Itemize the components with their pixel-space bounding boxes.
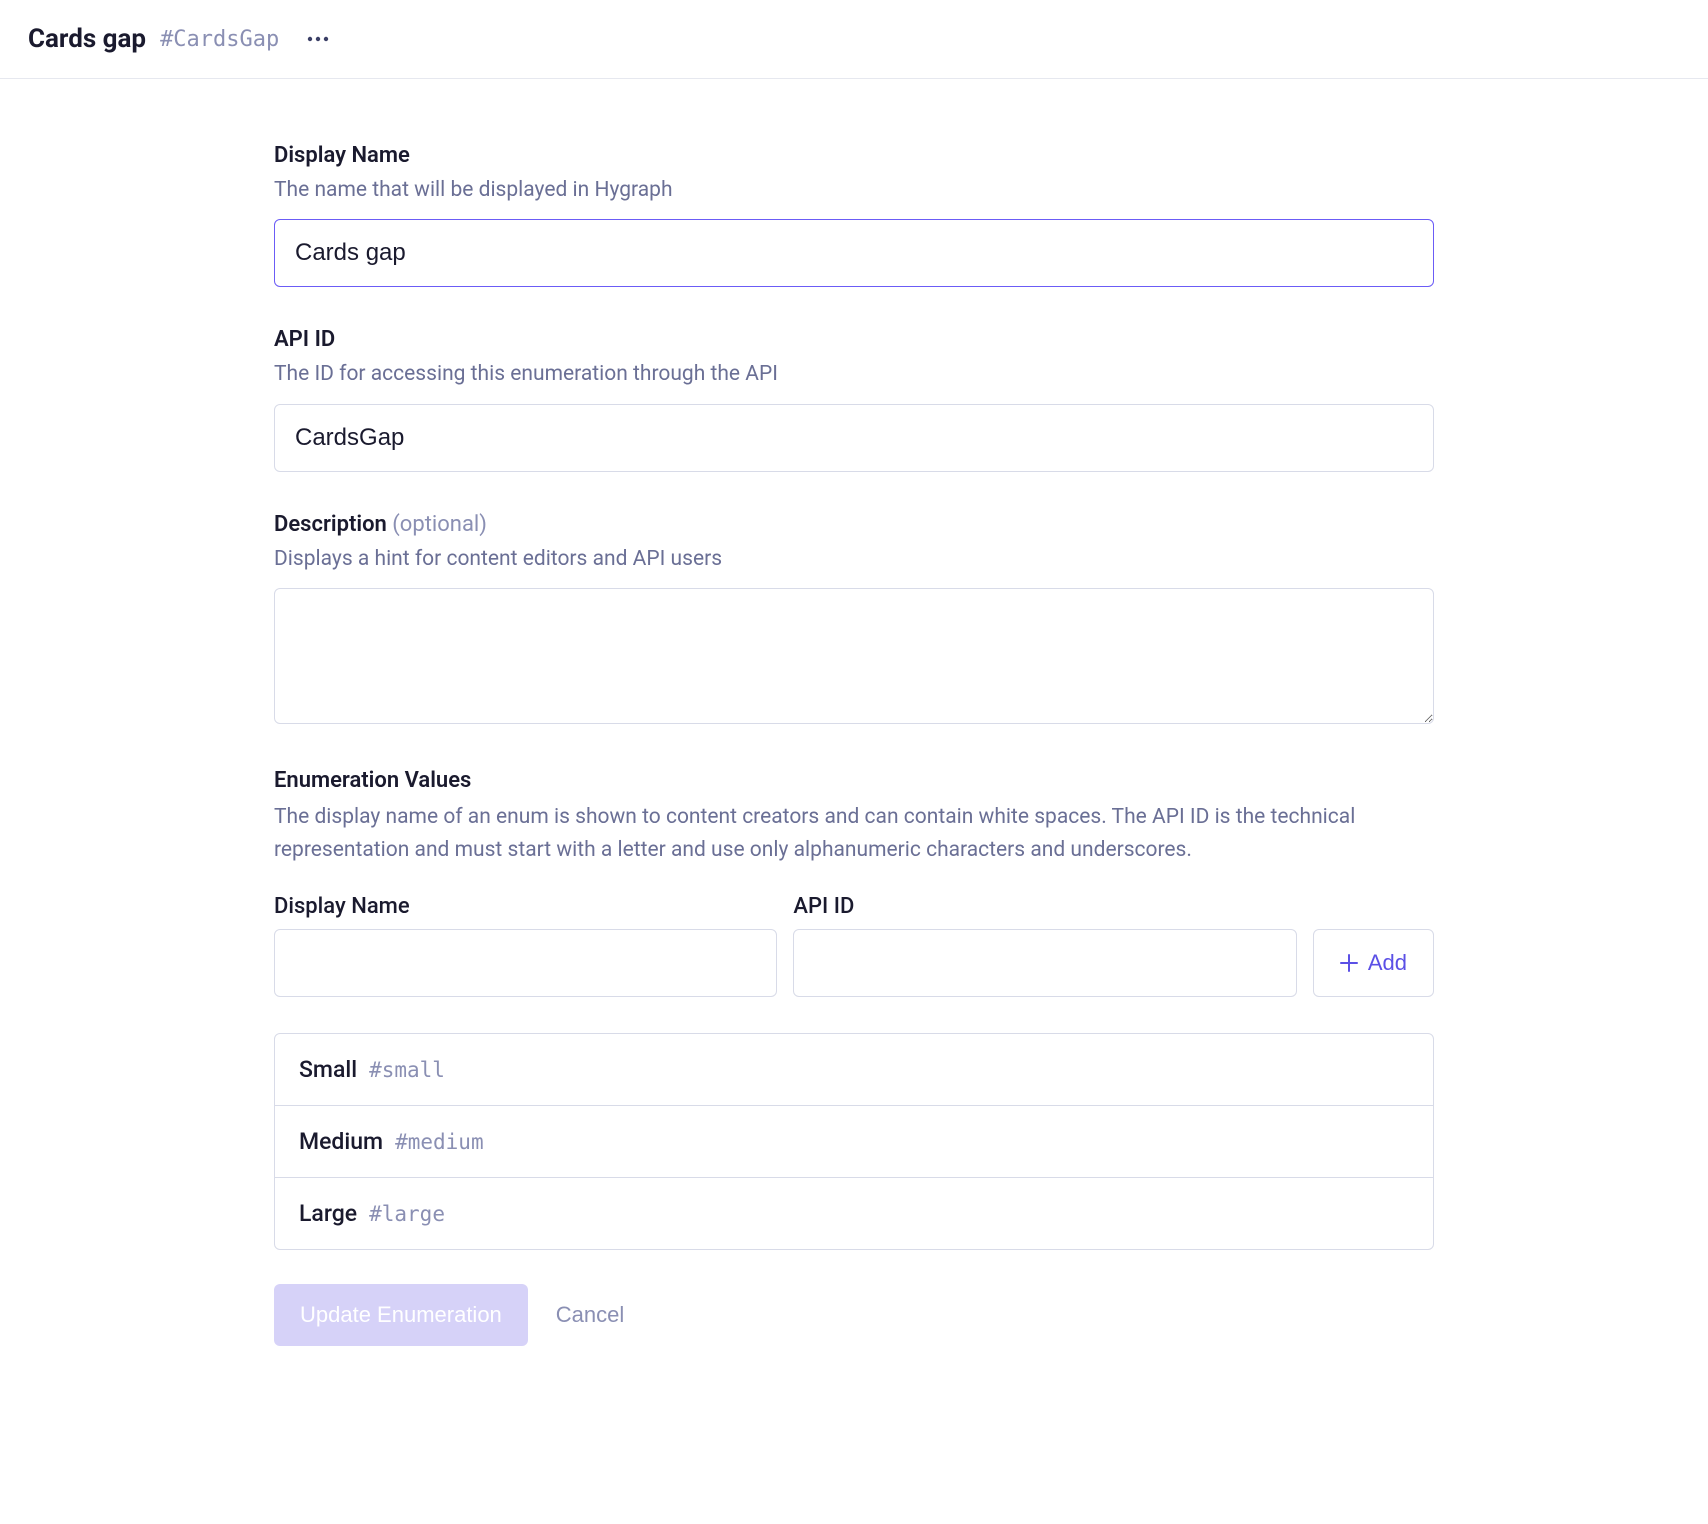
enumeration-form: Display Name The name that will be displ… (274, 143, 1434, 1446)
api-id-input[interactable] (274, 404, 1434, 472)
display-name-field: Display Name The name that will be displ… (274, 143, 1434, 287)
enum-add-row: Display Name API ID Add (274, 894, 1434, 997)
enum-value-name: Large (299, 1200, 357, 1227)
description-optional-text: (optional) (392, 512, 487, 537)
enum-value-hash: #medium (395, 1130, 484, 1154)
enum-add-button[interactable]: Add (1313, 929, 1434, 997)
api-id-field: API ID The ID for accessing this enumera… (274, 327, 1434, 471)
cancel-button[interactable]: Cancel (556, 1302, 624, 1328)
description-field: Description (optional) Displays a hint f… (274, 512, 1434, 728)
enum-add-button-label: Add (1368, 950, 1407, 976)
enum-add-display-name-label: Display Name (274, 894, 777, 919)
description-label: Description (optional) (274, 512, 1434, 537)
enum-values-list: Small #small Medium #medium Large #large (274, 1033, 1434, 1250)
page-hash: #CardsGap (160, 27, 279, 52)
description-hint: Displays a hint for content editors and … (274, 545, 1434, 574)
enum-value-item[interactable]: Medium #medium (275, 1106, 1433, 1178)
enum-add-api-id-input[interactable] (793, 929, 1296, 997)
more-horizontal-icon (307, 36, 329, 42)
enum-value-name: Small (299, 1056, 357, 1083)
enum-values-title: Enumeration Values (274, 768, 1434, 793)
display-name-hint: The name that will be displayed in Hygra… (274, 176, 1434, 205)
update-enumeration-button[interactable]: Update Enumeration (274, 1284, 528, 1346)
enum-add-api-id-col: API ID (793, 894, 1296, 997)
api-id-hint: The ID for accessing this enumeration th… (274, 360, 1434, 389)
more-menu-button[interactable] (305, 26, 331, 52)
plus-icon (1340, 954, 1358, 972)
form-actions: Update Enumeration Cancel (274, 1284, 1434, 1346)
enum-value-name: Medium (299, 1128, 383, 1155)
page-title: Cards gap (28, 24, 146, 54)
description-label-text: Description (274, 512, 387, 537)
enum-value-item[interactable]: Large #large (275, 1178, 1433, 1249)
enum-value-hash: #large (369, 1202, 445, 1226)
api-id-label: API ID (274, 327, 1434, 352)
enum-values-hint: The display name of an enum is shown to … (274, 801, 1434, 866)
enum-add-api-id-label: API ID (793, 894, 1296, 919)
enum-value-item[interactable]: Small #small (275, 1034, 1433, 1106)
enum-values-section: Enumeration Values The display name of a… (274, 768, 1434, 1346)
enum-value-hash: #small (369, 1058, 445, 1082)
enum-add-display-name-input[interactable] (274, 929, 777, 997)
display-name-input[interactable] (274, 219, 1434, 287)
page-header: Cards gap #CardsGap (0, 0, 1708, 79)
description-input[interactable] (274, 588, 1434, 724)
display-name-label: Display Name (274, 143, 1434, 168)
enum-add-display-name-col: Display Name (274, 894, 777, 997)
